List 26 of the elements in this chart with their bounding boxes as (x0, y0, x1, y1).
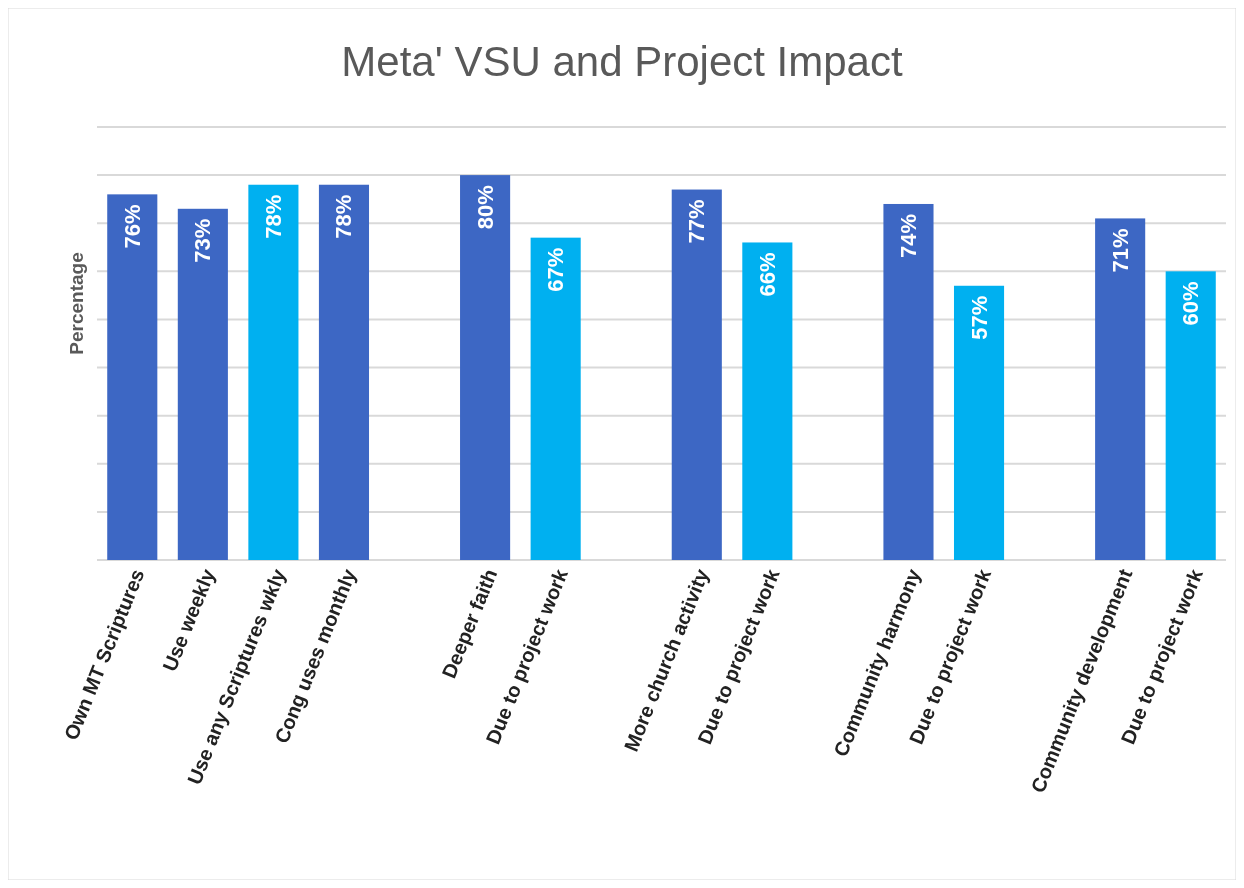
data-label: 76% (119, 204, 145, 249)
bar (107, 194, 158, 560)
bar (530, 237, 581, 560)
bar (1165, 271, 1216, 560)
bar (318, 184, 370, 560)
data-label: 57% (966, 295, 992, 340)
bar (953, 285, 1005, 560)
data-label: 67% (543, 247, 569, 292)
data-label: 77% (684, 199, 710, 244)
bar (883, 203, 934, 560)
data-label: 73% (190, 218, 216, 263)
data-label: 78% (331, 194, 357, 239)
data-label: 78% (260, 194, 286, 239)
chart-title: Meta' VSU and Project Impact (341, 38, 903, 85)
data-label: 71% (1107, 228, 1133, 273)
bar (742, 242, 793, 560)
bar (177, 208, 228, 560)
data-label: 74% (895, 213, 921, 259)
bar (460, 175, 511, 560)
bar (1095, 218, 1146, 560)
data-label: 66% (754, 252, 780, 297)
bar (671, 189, 722, 560)
y-axis-title: Percentage (66, 252, 87, 355)
data-label: 60% (1178, 281, 1204, 326)
bar (248, 184, 299, 560)
data-label: 80% (472, 185, 498, 230)
